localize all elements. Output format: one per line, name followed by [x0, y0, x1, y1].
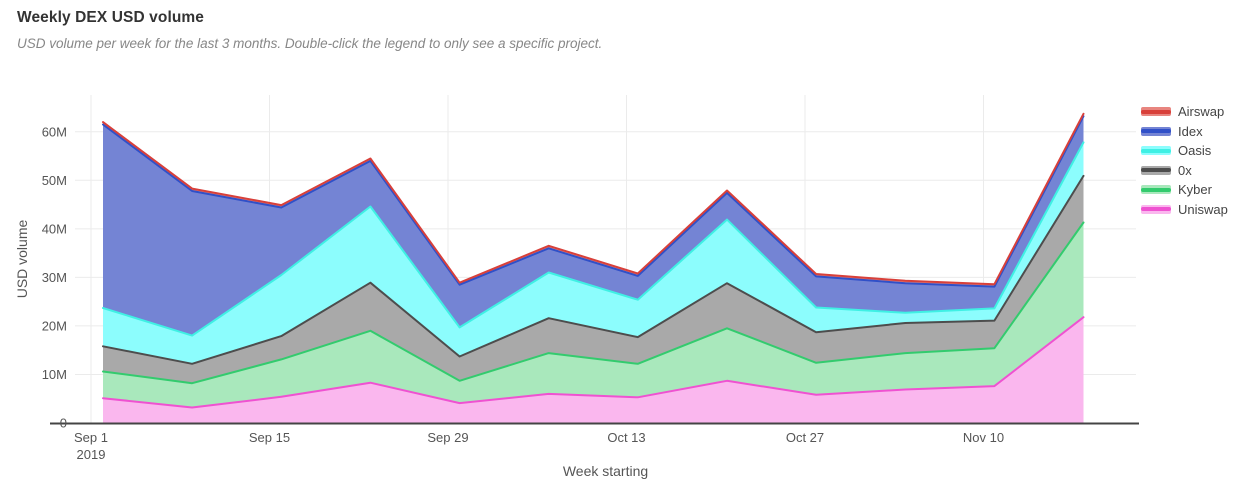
legend-item-kyber[interactable]: Kyber: [1141, 180, 1228, 200]
y-tick-label: 20M: [42, 318, 67, 333]
legend-item-airswap[interactable]: Airswap: [1141, 102, 1228, 122]
series-line-idex: [102, 115, 1085, 288]
y-tick-label: 40M: [42, 221, 67, 236]
area-band-idex: [103, 116, 1084, 336]
legend-label: Airswap: [1178, 104, 1225, 120]
legend-label: Idex: [1178, 123, 1203, 139]
legend-label: Oasis: [1178, 143, 1212, 159]
legend-swatch-line: [1141, 129, 1171, 134]
chart-title: Weekly DEX USD volume: [17, 9, 205, 26]
x-tick-label: Oct 13: [607, 430, 645, 445]
x-tick-label: Sep 1: [74, 430, 108, 445]
legend-label: Uniswap: [1178, 201, 1228, 217]
x-tick-labels: Sep 1 2019 Sep 15 Sep 29 Oct 13 Oct 27 Nov 10: [74, 430, 1004, 462]
legend-swatch-line: [1141, 187, 1171, 192]
legend-swatch-uniswap: [1141, 204, 1171, 214]
x-tick-label: Nov 10: [963, 430, 1004, 445]
legend-swatch-kyber: [1141, 185, 1171, 195]
x-tick-label: Sep 15: [249, 430, 290, 445]
legend-swatch-0x: [1141, 165, 1171, 175]
legend-item-idex[interactable]: Idex: [1141, 122, 1228, 142]
area-bands: [103, 113, 1084, 423]
legend-swatch-oasis: [1141, 146, 1171, 156]
series-line-oasis: [102, 141, 1085, 337]
legend-item-uniswap[interactable]: Uniswap: [1141, 200, 1228, 220]
x-tick-sublabel: 2019: [77, 447, 106, 462]
x-tick-label: Sep 29: [427, 430, 468, 445]
x-tick-label: Oct 27: [786, 430, 824, 445]
legend-label: Kyber: [1178, 182, 1212, 198]
legend: Airswap Idex Oasis 0x Kyber Uniswap: [1141, 102, 1228, 219]
y-tick-label: 10M: [42, 367, 67, 382]
series-line-kyber: [102, 221, 1085, 385]
series-line-airswap: [102, 112, 1085, 286]
legend-swatch-line: [1141, 148, 1171, 153]
y-tick-labels: 0 10M 20M 30M 40M 50M 60M: [42, 124, 67, 430]
y-tick-label: 50M: [42, 173, 67, 188]
y-tick-label: 0: [60, 416, 67, 431]
y-tick-label: 60M: [42, 124, 67, 139]
y-tick-label: 30M: [42, 270, 67, 285]
legend-swatch-line: [1141, 109, 1171, 114]
legend-item-0x[interactable]: 0x: [1141, 161, 1228, 181]
legend-swatch-line: [1141, 168, 1171, 173]
legend-swatch-idex: [1141, 126, 1171, 136]
legend-swatch-airswap: [1141, 107, 1171, 117]
series-line-0x: [102, 174, 1085, 365]
legend-item-oasis[interactable]: Oasis: [1141, 141, 1228, 161]
area-band-oasis: [103, 142, 1084, 364]
y-axis-title: USD volume: [14, 220, 30, 299]
legend-label: 0x: [1178, 162, 1192, 178]
series-line-uniswap: [102, 316, 1085, 409]
x-axis-title: Week starting: [563, 463, 648, 479]
area-band-uniswap: [103, 317, 1084, 423]
boundary-lines: [102, 112, 1085, 409]
area-band-0x: [103, 175, 1084, 384]
chart-subtitle: USD volume per week for the last 3 month…: [17, 36, 603, 51]
legend-swatch-line: [1141, 207, 1171, 212]
